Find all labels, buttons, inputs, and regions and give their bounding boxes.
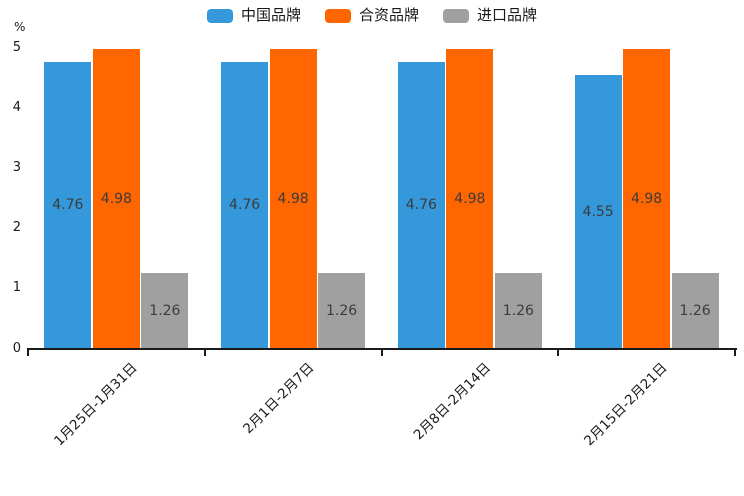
bar-value-label: 4.55 bbox=[582, 203, 614, 220]
bar-value-label: 4.98 bbox=[100, 190, 132, 207]
x-tick bbox=[734, 350, 736, 356]
bar: 1.26 bbox=[671, 272, 719, 349]
bar: 4.98 bbox=[269, 49, 317, 349]
legend-label: 进口品牌 bbox=[477, 6, 538, 24]
legend-swatch bbox=[206, 8, 233, 23]
y-tick-label: 3 bbox=[12, 160, 21, 176]
legend: 中国品牌 合资品牌 进口品牌 bbox=[0, 8, 744, 23]
bar: 4.76 bbox=[397, 62, 445, 349]
bar: 4.98 bbox=[623, 49, 671, 349]
legend-swatch bbox=[443, 8, 469, 23]
x-tick bbox=[203, 350, 206, 356]
y-tick-label: 5 bbox=[12, 40, 21, 55]
bar-value-label: 4.98 bbox=[277, 190, 309, 207]
y-tick-label: 1 bbox=[12, 280, 21, 296]
bar: 4.55 bbox=[574, 75, 622, 349]
bar-value-label: 1.26 bbox=[502, 302, 534, 319]
legend-item: 中国品牌 bbox=[206, 6, 301, 24]
y-tick-label: 4 bbox=[12, 100, 21, 116]
bar: 1.26 bbox=[318, 272, 366, 349]
bar-value-label: 4.76 bbox=[229, 197, 261, 214]
y-tick-label: 0 bbox=[12, 340, 21, 356]
bar-value-label: 4.76 bbox=[52, 197, 84, 214]
y-axis-unit-label: % bbox=[14, 20, 26, 34]
legend-item: 进口品牌 bbox=[443, 8, 537, 23]
legend-label: 合资品牌 bbox=[358, 6, 419, 24]
x-tick bbox=[557, 350, 560, 356]
bar: 4.76 bbox=[221, 62, 269, 349]
bar-value-label: 4.98 bbox=[631, 190, 663, 207]
legend-item: 合资品牌 bbox=[324, 6, 419, 24]
bar: 4.98 bbox=[446, 49, 494, 349]
bar: 1.26 bbox=[494, 272, 542, 349]
bar-value-label: 1.26 bbox=[679, 302, 711, 319]
bar: 4.76 bbox=[44, 62, 92, 349]
bar-value-label: 4.98 bbox=[454, 190, 486, 207]
x-tick bbox=[27, 350, 29, 356]
y-tick-label: 2 bbox=[12, 220, 21, 236]
bar: 4.98 bbox=[92, 49, 140, 349]
bar-value-label: 1.26 bbox=[326, 302, 358, 319]
x-axis-line bbox=[27, 348, 737, 350]
legend-swatch bbox=[324, 8, 351, 23]
bar: 1.26 bbox=[141, 272, 189, 349]
bar-value-label: 1.26 bbox=[149, 302, 181, 319]
x-tick bbox=[380, 350, 383, 356]
bar-value-label: 4.76 bbox=[405, 197, 437, 214]
legend-label: 中国品牌 bbox=[240, 6, 301, 24]
